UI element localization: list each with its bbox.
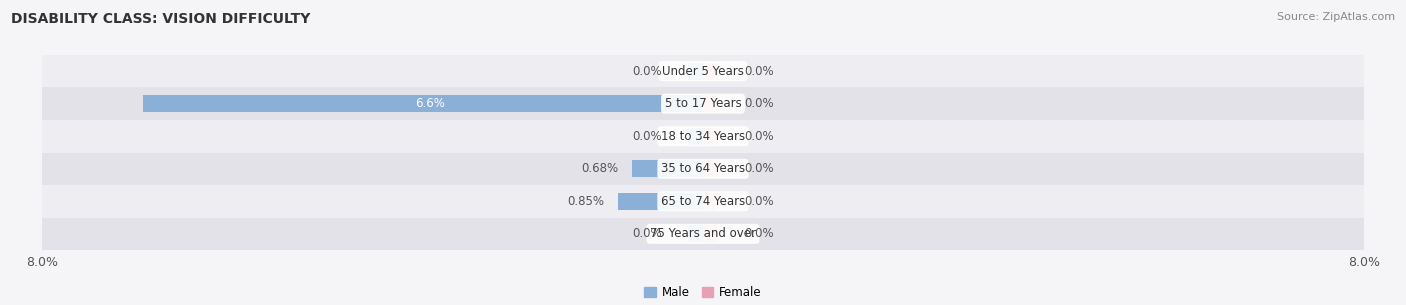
Bar — [42, 185, 1364, 217]
Text: 0.0%: 0.0% — [744, 162, 773, 175]
Text: 5 to 17 Years: 5 to 17 Years — [665, 97, 741, 110]
Bar — [703, 225, 718, 242]
Bar — [688, 63, 703, 80]
Bar — [143, 95, 703, 112]
Bar — [42, 120, 1364, 152]
Text: 0.0%: 0.0% — [744, 130, 773, 143]
Text: 18 to 34 Years: 18 to 34 Years — [661, 130, 745, 143]
Bar — [703, 128, 718, 145]
Text: 0.0%: 0.0% — [744, 65, 773, 78]
Text: 0.0%: 0.0% — [744, 227, 773, 240]
Text: 0.0%: 0.0% — [744, 195, 773, 208]
Bar — [631, 160, 703, 177]
Text: 0.68%: 0.68% — [581, 162, 617, 175]
Text: 0.0%: 0.0% — [633, 130, 662, 143]
Bar — [703, 95, 718, 112]
Bar — [42, 55, 1364, 88]
Text: DISABILITY CLASS: VISION DIFFICULTY: DISABILITY CLASS: VISION DIFFICULTY — [11, 12, 311, 26]
Text: Under 5 Years: Under 5 Years — [662, 65, 744, 78]
Text: 0.0%: 0.0% — [633, 227, 662, 240]
Bar — [703, 193, 718, 210]
Bar — [42, 88, 1364, 120]
Bar — [688, 225, 703, 242]
Text: 6.6%: 6.6% — [416, 97, 446, 110]
Text: 65 to 74 Years: 65 to 74 Years — [661, 195, 745, 208]
Bar — [617, 193, 703, 210]
Legend: Male, Female: Male, Female — [644, 286, 762, 299]
Bar — [42, 152, 1364, 185]
Bar — [688, 128, 703, 145]
Bar — [703, 63, 718, 80]
Text: 0.0%: 0.0% — [633, 65, 662, 78]
Bar — [42, 217, 1364, 250]
Text: 75 Years and over: 75 Years and over — [650, 227, 756, 240]
Text: 0.85%: 0.85% — [567, 195, 605, 208]
Text: Source: ZipAtlas.com: Source: ZipAtlas.com — [1277, 12, 1395, 22]
Text: 35 to 64 Years: 35 to 64 Years — [661, 162, 745, 175]
Text: 0.0%: 0.0% — [744, 97, 773, 110]
Bar — [703, 160, 718, 177]
